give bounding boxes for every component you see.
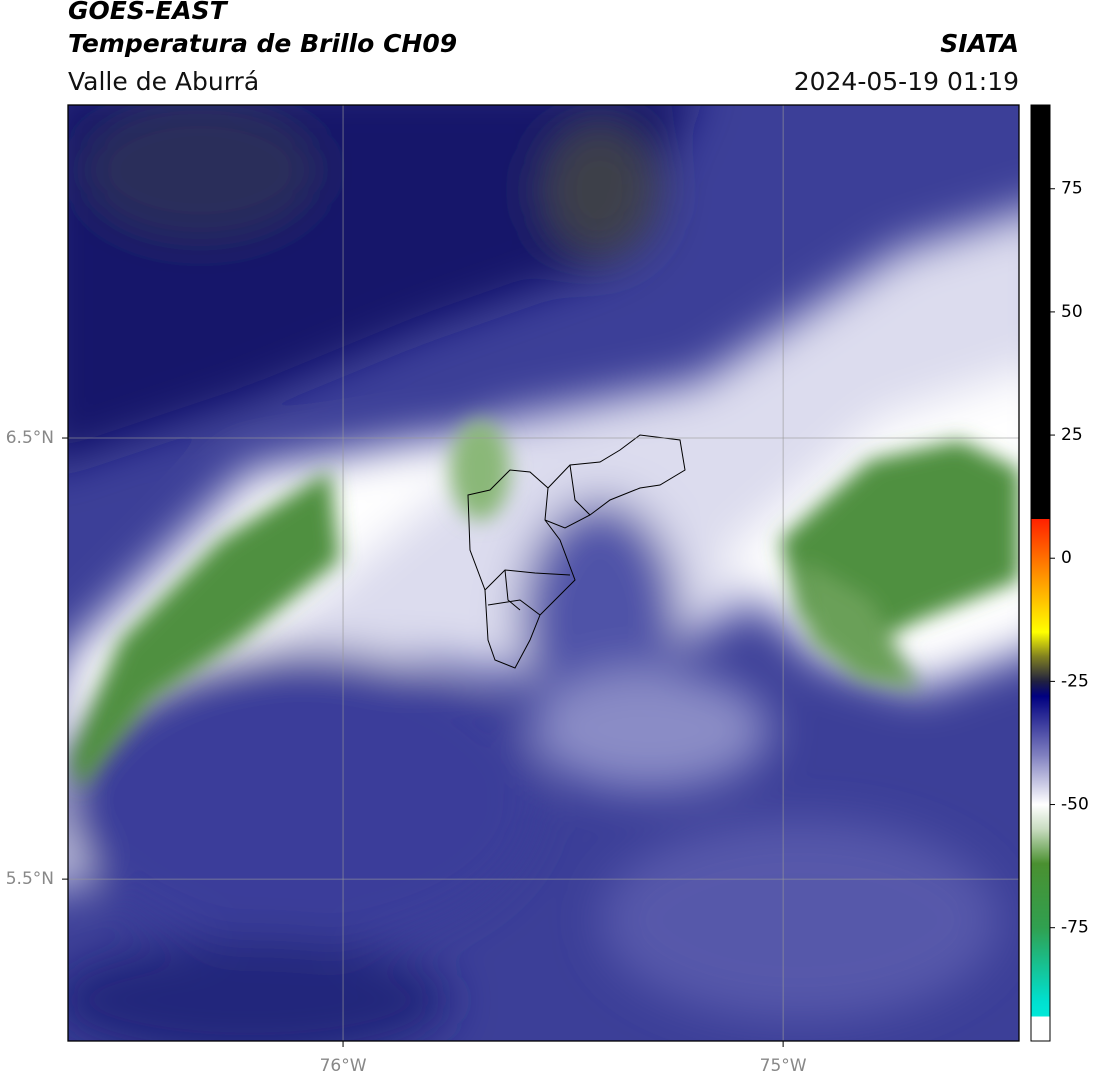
y-tick-label: 6.5°N [6, 428, 54, 448]
subtitle: Temperatura de Brillo CH09 [68, 29, 457, 58]
y-tick-label: 5.5°N [6, 869, 54, 889]
colorbar-tick-label: 75 [1061, 179, 1083, 199]
region: Valle de Aburrá [68, 67, 259, 96]
map-frame [67, 104, 1020, 1042]
municipality-borders [467, 434, 686, 669]
source: SIATA [940, 29, 1019, 58]
x-tick-label: 76°W [320, 1056, 367, 1076]
title: GOES-EAST [68, 0, 229, 25]
colorbar [1030, 104, 1051, 1042]
colorbar-tick-label: -75 [1061, 918, 1089, 938]
x-tick-label: 75°W [760, 1056, 807, 1076]
colorbar-tick-label: 0 [1061, 548, 1072, 568]
satellite-image [68, 105, 1019, 1041]
colorbar-tick-label: 25 [1061, 425, 1083, 445]
colorbar-tick-label: 50 [1061, 302, 1083, 322]
colorbar-tick-label: -50 [1061, 795, 1089, 815]
colorbar-tick-label: -25 [1061, 671, 1089, 691]
datetime: 2024-05-19 01:19 [794, 67, 1019, 96]
